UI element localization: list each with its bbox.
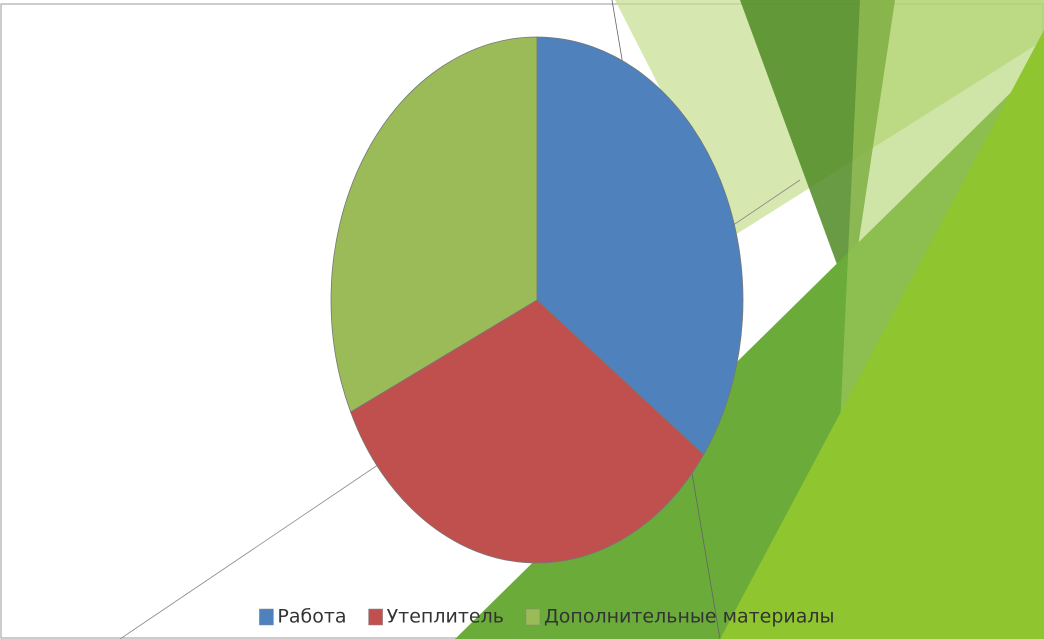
legend-label: Работа [277,606,346,628]
legend: Работа Утеплитель Дополнительные материалы [259,606,835,628]
pie-slice [330,36,538,413]
pie-slice [350,299,705,564]
legend-label: Дополнительные материалы [544,606,835,628]
legend-label: Утеплитель [387,606,504,628]
legend-swatch [525,608,541,626]
pie [330,36,744,564]
legend-swatch [368,608,383,626]
legend-swatch [259,608,274,626]
pie-slice [536,36,744,456]
shape [720,30,1044,639]
